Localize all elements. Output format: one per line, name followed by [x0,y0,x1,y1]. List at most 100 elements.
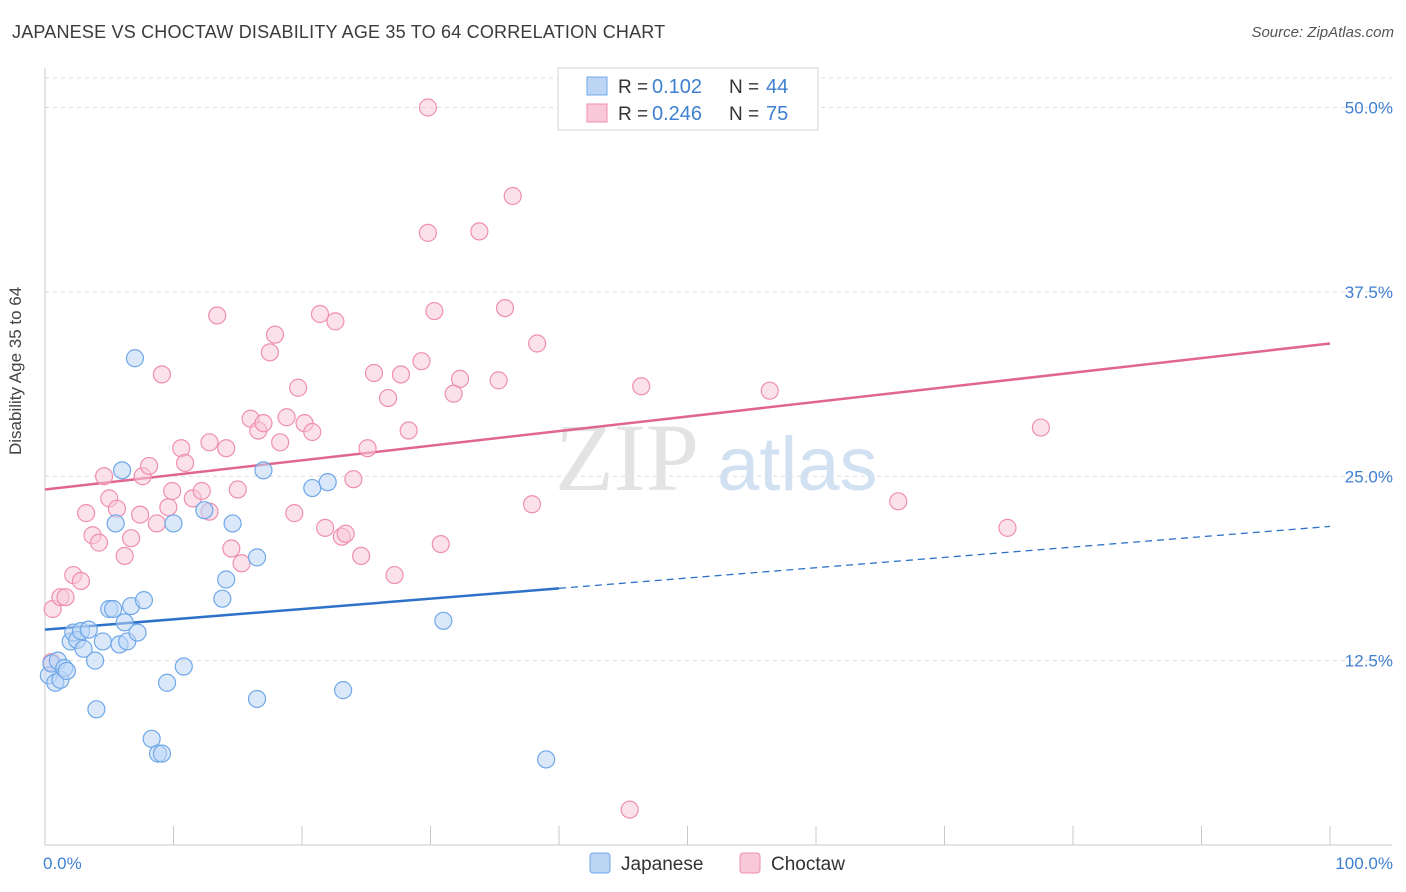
legend-r-label: R = [618,104,648,125]
point-japanese [134,591,154,610]
bottom-legend-label-choctaw: Choctaw [771,854,845,875]
point-choctaw [358,439,377,458]
trend-line-dashed-japanese [558,525,1331,589]
point-japanese [213,589,232,608]
point-japanese [157,673,177,692]
point-choctaw [889,492,908,511]
bottom-legend-swatch-choctaw [739,852,761,874]
legend-r-label: R = [618,77,648,98]
chart-title: JAPANESE VS CHOCTAW DISABILITY AGE 35 TO… [12,22,666,42]
legend-swatch-choctaw [586,103,608,123]
point-choctaw [303,422,322,442]
point-japanese [86,651,105,670]
point-choctaw [503,186,522,206]
point-japanese [57,661,76,681]
point-japanese [115,613,134,632]
legend-r-value: 0.246 [652,103,702,125]
point-japanese [318,473,337,492]
point-choctaw [1031,418,1050,437]
point-choctaw [139,456,159,476]
point-choctaw [289,378,308,397]
legend: R = 0.102 N = 44 R = 0.246 N = 75 [557,67,819,131]
x-tick-label: 100.0% [1335,854,1393,873]
point-choctaw [208,306,227,325]
point-choctaw [470,222,489,241]
point-choctaw [385,565,404,585]
point-choctaw [418,223,438,242]
point-japanese [112,461,132,480]
point-japanese [195,501,214,520]
point-choctaw [316,518,335,537]
y-tick-label: 12.5% [1345,652,1393,671]
point-choctaw [522,495,542,514]
legend-n-value: 44 [766,76,788,98]
point-choctaw [431,534,450,554]
point-choctaw [326,312,345,331]
point-japanese [104,599,123,619]
point-choctaw [310,304,330,324]
point-japanese [217,570,236,589]
point-choctaw [399,421,418,440]
point-choctaw [378,388,398,408]
tick-labels: 12.5% 25.0% 37.5% 50.0% 0.0% 100.0% [43,99,1393,874]
data-points [39,98,1050,819]
point-choctaw [159,498,178,517]
point-japanese [74,639,93,658]
point-choctaw [121,529,141,548]
point-japanese [223,514,242,533]
point-choctaw [260,343,279,362]
point-choctaw [352,546,371,566]
point-choctaw [200,433,219,452]
point-choctaw [254,414,273,433]
point-choctaw [391,365,411,384]
point-choctaw [71,571,91,591]
point-choctaw [412,352,431,371]
point-japanese [254,461,273,480]
watermark-atlas: atlas [717,422,878,507]
point-choctaw [163,481,182,501]
point-choctaw [265,325,285,344]
point-choctaw [620,800,639,819]
point-japanese [537,750,556,769]
point-choctaw [528,334,547,353]
point-japanese [87,700,106,719]
point-choctaw [632,377,651,396]
point-japanese [434,611,453,630]
point-japanese [164,514,183,533]
point-choctaw [285,504,304,523]
point-choctaw [89,533,109,552]
point-choctaw [425,301,444,321]
point-choctaw [56,588,75,607]
point-japanese [174,657,193,676]
point-japanese [152,744,172,763]
point-choctaw [495,299,515,318]
point-japanese [303,478,322,498]
point-choctaw [130,505,150,524]
point-choctaw [418,98,438,117]
point-choctaw [217,439,236,458]
point-japanese [128,623,147,642]
point-choctaw [152,365,172,384]
legend-n-label: N = [729,77,759,98]
point-japanese [93,632,112,651]
point-choctaw [95,467,114,486]
y-tick-label: 25.0% [1345,467,1393,486]
point-japanese [247,689,267,709]
legend-swatch-japanese [586,76,608,96]
watermark-zip: ZIP [555,404,699,511]
point-choctaw [147,514,166,533]
grid-lines [45,77,1392,662]
y-tick-label: 50.0% [1345,99,1393,118]
point-japanese [125,349,145,368]
point-choctaw [760,381,779,400]
point-japanese [106,514,125,533]
point-choctaw [175,453,195,473]
watermark: ZIP atlas [555,404,878,511]
x-tick-label: 0.0% [43,854,82,873]
bottom-legend-label-japanese: Japanese [621,854,703,875]
legend-n-label: N = [729,104,759,125]
point-choctaw [344,470,363,489]
y-tick-label: 37.5% [1345,283,1393,302]
legend-n-value: 75 [766,103,788,125]
